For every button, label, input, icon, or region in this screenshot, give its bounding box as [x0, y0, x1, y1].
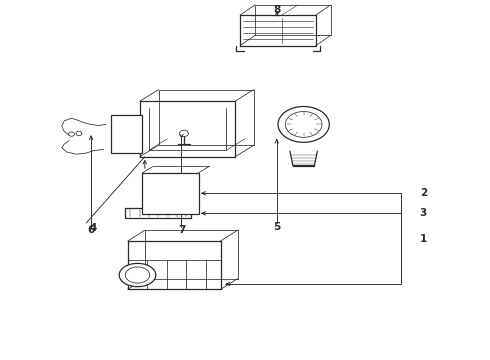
Ellipse shape	[76, 131, 82, 135]
Text: 8: 8	[273, 5, 280, 15]
Bar	[111, 116, 143, 153]
Ellipse shape	[285, 112, 322, 137]
Text: 3: 3	[420, 208, 427, 219]
Text: 6: 6	[87, 225, 95, 235]
Text: 2: 2	[420, 188, 427, 198]
Ellipse shape	[278, 107, 329, 142]
Ellipse shape	[125, 267, 150, 283]
Text: 5: 5	[273, 222, 280, 231]
Ellipse shape	[179, 130, 188, 136]
Bar	[125, 208, 191, 219]
Bar	[143, 173, 198, 214]
Text: 4: 4	[90, 224, 97, 233]
Text: 7: 7	[178, 225, 185, 235]
Text: 1: 1	[420, 234, 427, 244]
Ellipse shape	[119, 264, 156, 287]
Ellipse shape	[69, 132, 74, 136]
